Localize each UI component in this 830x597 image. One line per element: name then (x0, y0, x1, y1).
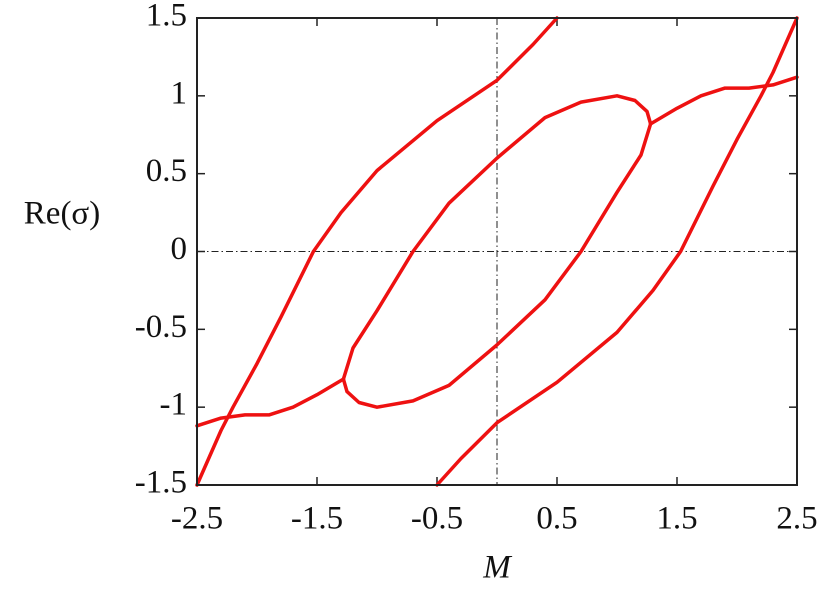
y-tick-label: -0.5 (135, 309, 187, 345)
curve (435, 16, 799, 487)
curve (341, 122, 653, 409)
curve (341, 94, 653, 381)
x-tick-label: -2.5 (171, 501, 223, 537)
x-tick-label: 1.5 (656, 501, 697, 537)
y-tick-label: 1 (171, 75, 188, 111)
y-tick-label: -1.5 (135, 465, 187, 501)
y-tick-label: 1.5 (146, 0, 187, 34)
curve (195, 16, 559, 487)
curve (648, 75, 799, 126)
curve (195, 377, 346, 428)
x-tick-label: 2.5 (776, 501, 817, 537)
x-tick-label: -0.5 (411, 501, 463, 537)
x-axis-label: M (482, 550, 512, 586)
y-axis-label: Re(σ) (24, 196, 100, 232)
x-tick-label: -1.5 (291, 501, 343, 537)
x-tick-label: 0.5 (536, 501, 577, 537)
y-tick-label: -1 (160, 387, 188, 423)
plot-frame (196, 17, 798, 486)
y-tick-label: 0.5 (146, 153, 187, 189)
y-tick-label: 0 (171, 231, 188, 267)
